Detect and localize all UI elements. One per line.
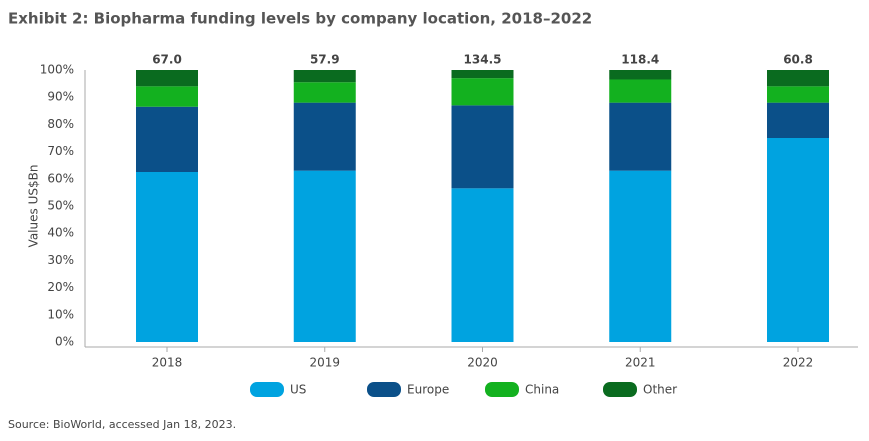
bar-segment — [293, 70, 356, 83]
y-tick-label: 70% — [47, 144, 74, 158]
chart-title: Exhibit 2: Biopharma funding levels by c… — [8, 10, 592, 28]
legend-swatch — [603, 382, 637, 397]
bar-segment — [767, 102, 829, 138]
y-tick-label: 90% — [47, 90, 74, 104]
bar-segment — [609, 79, 672, 103]
y-tick-label: 20% — [47, 280, 74, 294]
y-tick-label: 80% — [47, 117, 74, 131]
legend-label: US — [290, 383, 306, 397]
bar-segment — [293, 170, 356, 342]
bar-segment — [293, 82, 356, 103]
legend-swatch — [250, 382, 284, 397]
x-tick-label: 2022 — [783, 356, 814, 370]
bar-segment — [451, 188, 514, 342]
bar-segment — [451, 78, 514, 106]
bar-segment — [767, 70, 829, 87]
bar-segment — [609, 170, 672, 342]
bar-segment — [136, 70, 198, 87]
bar-segment — [451, 105, 514, 189]
bar-segment — [293, 102, 356, 171]
legend-swatch — [367, 382, 401, 397]
total-label: 60.8 — [783, 53, 813, 67]
x-tick-label: 2018 — [152, 356, 183, 370]
total-label: 67.0 — [152, 53, 182, 67]
legend-label: Other — [643, 383, 677, 397]
bar-segment — [609, 70, 672, 80]
x-tick-label: 2021 — [625, 356, 656, 370]
y-tick-label: 50% — [47, 199, 74, 213]
y-tick-label: 100% — [40, 63, 74, 77]
y-tick-label: 30% — [47, 253, 74, 267]
legend-label: China — [525, 383, 559, 397]
bar-segment — [451, 70, 514, 79]
y-axis-label: Values US$Bn — [27, 165, 41, 248]
bar-segment — [767, 138, 829, 342]
total-label: 57.9 — [310, 53, 340, 67]
x-tick-label: 2020 — [467, 356, 498, 370]
y-tick-label: 0% — [55, 335, 74, 349]
y-tick-label: 40% — [47, 226, 74, 240]
y-tick-label: 60% — [47, 171, 74, 185]
y-tick-label: 10% — [47, 307, 74, 321]
legend-label: Europe — [407, 383, 449, 397]
total-label: 134.5 — [464, 53, 502, 67]
bar-segment — [136, 86, 198, 107]
bar-segment — [136, 106, 198, 172]
total-label: 118.4 — [621, 53, 659, 67]
legend-swatch — [485, 382, 519, 397]
bar-segment — [136, 172, 198, 342]
source-note: Source: BioWorld, accessed Jan 18, 2023. — [8, 418, 236, 431]
bar-segment — [609, 102, 672, 171]
bar-segment — [767, 86, 829, 103]
x-tick-label: 2019 — [309, 356, 340, 370]
